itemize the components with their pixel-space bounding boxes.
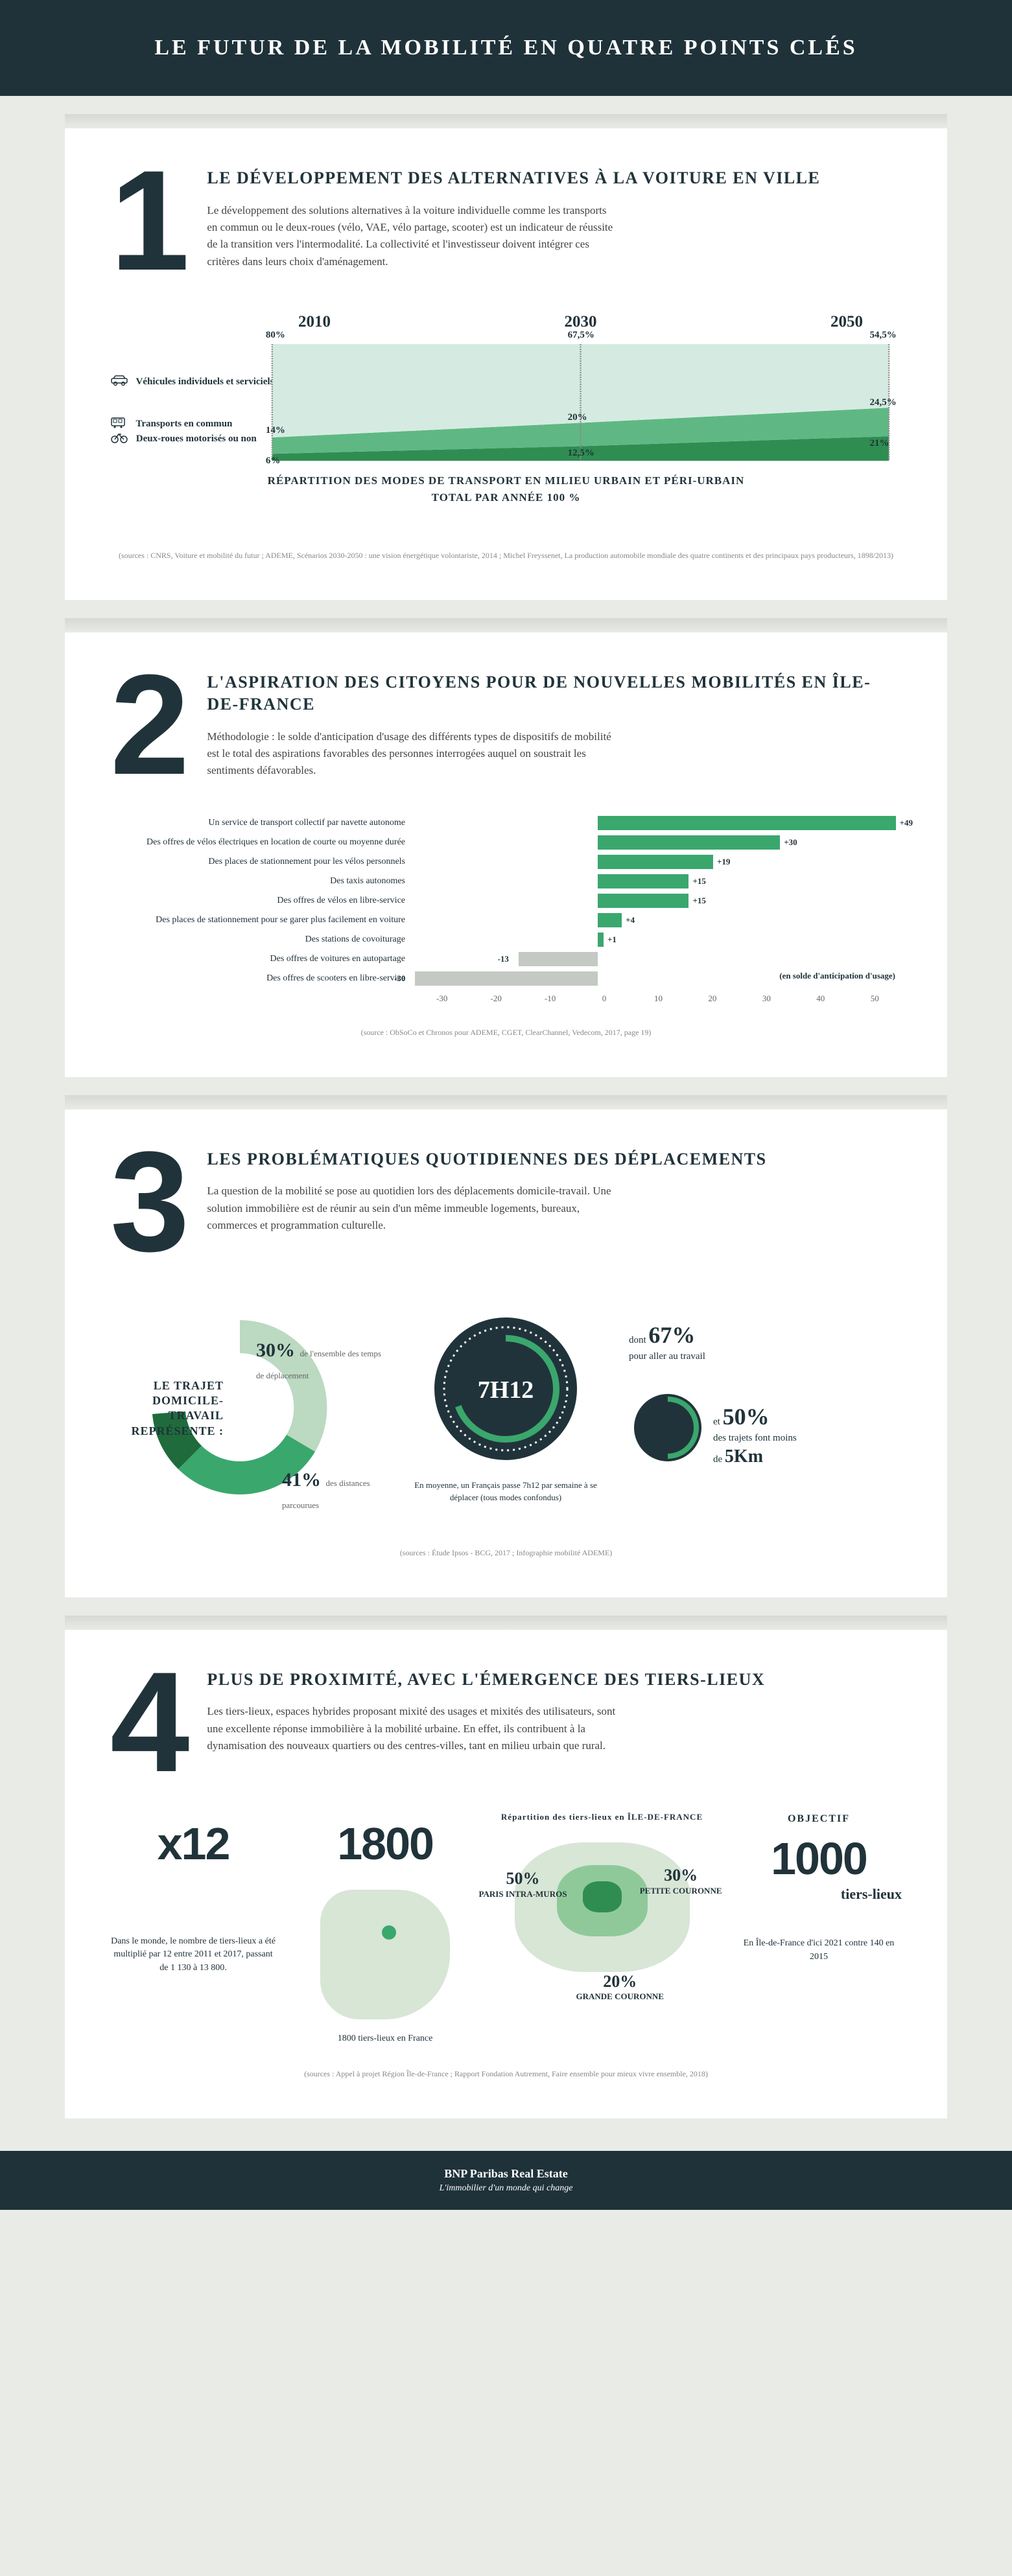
- bar-row: Des taxis autonomes +15: [110, 874, 902, 890]
- bar: [598, 933, 604, 947]
- bar-label: Des offres de voitures en autopartage: [110, 954, 415, 964]
- bar-value: +15: [692, 896, 705, 906]
- axis-note: (en solde d'anticipation d'usage): [779, 971, 895, 981]
- year-label: 2050: [830, 313, 863, 331]
- pct-label: 14%: [266, 425, 285, 436]
- bar-value: +30: [784, 837, 797, 848]
- bar: [598, 835, 781, 850]
- tiers-lieux-france: 1800 1800 tiers-lieux en France: [302, 1811, 468, 2046]
- section-title: PLUS DE PROXIMITÉ, AVEC L'ÉMERGENCE DES …: [110, 1669, 902, 1691]
- section-1: 1 LE DÉVELOPPEMENT DES ALTERNATIVES À LA…: [65, 128, 947, 600]
- bar-label: Des stations de covoiturage: [110, 934, 415, 945]
- bar-label: Des taxis autonomes: [110, 876, 415, 887]
- donut-pct-41: 41% des distances parcourues: [282, 1469, 382, 1513]
- section-number: 4: [110, 1669, 184, 1776]
- bar-row: Des places de stationnement pour les vél…: [110, 854, 902, 870]
- footer-tagline: L'immobilier d'un monde qui change: [0, 2183, 1012, 2194]
- france-map-icon: [320, 1890, 450, 2019]
- bar: [519, 952, 598, 966]
- tiers-lieux-objectif: OBJECTIF 1000 tiers-lieux En Île-de-Fran…: [736, 1811, 902, 1964]
- bar-label: Des places de stationnement pour les vél…: [110, 857, 415, 867]
- bar-value: +19: [717, 857, 730, 867]
- pct-label: 80%: [266, 330, 285, 341]
- bar-row: Des offres de voitures en autopartage -13: [110, 951, 902, 968]
- bar: [598, 874, 689, 888]
- source-text: (source : ObSoCo et Chronos pour ADEME, …: [110, 1027, 902, 1038]
- chart-caption: RÉPARTITION DES MODES DE TRANSPORT EN MI…: [110, 472, 902, 505]
- pct-label: 67,5%: [568, 330, 594, 341]
- pct-label: 24,5%: [869, 397, 896, 408]
- section-body: Méthodologie : le solde d'anticipation d…: [110, 728, 616, 780]
- x-axis: -30-20-1001020304050: [415, 993, 902, 1004]
- source-text: (sources : CNRS, Voiture et mobilité du …: [110, 550, 902, 561]
- pct-label: 12,5%: [568, 448, 594, 459]
- donut-pct-30: 30% de l'ensemble des temps de déplaceme…: [256, 1340, 382, 1384]
- bar-row: Un service de transport collectif par na…: [110, 815, 902, 831]
- bar-value: -13: [498, 954, 509, 964]
- legend-label: Véhicules individuels et serviciels: [135, 377, 274, 387]
- bar: [415, 971, 598, 986]
- bar-value: +15: [692, 876, 705, 887]
- bar-value: +1: [607, 934, 617, 945]
- footer-brand: BNP Paribas Real Estate: [0, 2167, 1012, 2181]
- bar-row: Des offres de vélos en libre-service +15: [110, 893, 902, 909]
- bar-row: Des offres de vélos électriques en locat…: [110, 835, 902, 851]
- bar: [598, 816, 896, 830]
- section-body: Le développement des solutions alternati…: [110, 202, 616, 270]
- bar-label: Des offres de vélos en libre-service: [110, 896, 415, 906]
- commute-donut: LE TRAJET DOMICILE-TRAVAIL REPRÉSENTE : …: [110, 1291, 382, 1524]
- source-text: (sources : Étude Ipsos - BCG, 2017 ; Inf…: [110, 1547, 902, 1559]
- train-icon: [110, 417, 128, 432]
- section-number: 3: [110, 1148, 184, 1255]
- gauge-caption: En moyenne, un Français passe 7h12 par s…: [408, 1479, 603, 1503]
- bar-label: Un service de transport collectif par na…: [110, 818, 415, 828]
- bar-value: +49: [900, 818, 913, 828]
- section-3: 3 LES PROBLÉMATIQUES QUOTIDIENNES DES DÉ…: [65, 1109, 947, 1597]
- gauge-value: 7H12: [408, 1376, 603, 1404]
- section-number: 1: [110, 167, 184, 274]
- anticipation-bar-chart: Un service de transport collectif par na…: [110, 815, 902, 1004]
- legend-label: Deux-roues motorisés ou non: [136, 434, 257, 444]
- source-text: (sources : Appel à projet Région Île-de-…: [110, 2068, 902, 2080]
- legend-label: Transports en commun: [135, 419, 232, 429]
- transport-area-chart: 2010 2030 2050 Véhicules individuels et …: [110, 313, 902, 527]
- bar-row: Des stations de covoiturage +1: [110, 932, 902, 948]
- bar-row: Des places de stationnement pour se gare…: [110, 912, 902, 929]
- section-title: LES PROBLÉMATIQUES QUOTIDIENNES DES DÉPL…: [110, 1148, 902, 1170]
- bar: [598, 855, 713, 869]
- section-body: La question de la mobilité se pose au qu…: [110, 1183, 616, 1234]
- bar-label: Des offres de vélos électriques en locat…: [110, 837, 415, 848]
- pct-label: 20%: [568, 412, 587, 423]
- tiers-lieux-world: x12 Dans le monde, le nombre de tiers-li…: [110, 1811, 276, 1975]
- weekly-travel-gauge: 7H12 En moyenne, un Français passe 7h12 …: [408, 1311, 603, 1503]
- donut-lead: LE TRAJET DOMICILE-TRAVAIL REPRÉSENTE :: [110, 1378, 224, 1439]
- bar-value: +4: [626, 915, 635, 925]
- car-icon: [110, 375, 128, 389]
- pct-label: 54,5%: [869, 330, 896, 341]
- section-4: 4 PLUS DE PROXIMITÉ, AVEC L'ÉMERGENCE DE…: [65, 1630, 947, 2119]
- section-body: Les tiers-lieux, espaces hybrides propos…: [110, 1703, 616, 1754]
- bicycle-icon: [110, 432, 128, 447]
- pct-label: 21%: [869, 438, 889, 449]
- pct-label: 6%: [266, 456, 281, 467]
- section-number: 2: [110, 671, 184, 778]
- year-label: 2030: [565, 313, 597, 331]
- section-title: LE DÉVELOPPEMENT DES ALTERNATIVES À LA V…: [110, 167, 902, 189]
- bar: [598, 913, 622, 927]
- commute-stats: dont 67%pour aller au travail et 50%des …: [629, 1320, 797, 1494]
- page-footer: BNP Paribas Real Estate L'immobilier d'u…: [0, 2151, 1012, 2210]
- page-header: LE FUTUR DE LA MOBILITÉ EN QUATRE POINTS…: [0, 0, 1012, 96]
- bar-label: Des places de stationnement pour se gare…: [110, 915, 415, 925]
- year-label: 2010: [298, 313, 331, 331]
- bar-label: Des offres de scooters en libre-service: [110, 973, 415, 984]
- section-title: L'ASPIRATION DES CITOYENS POUR DE NOUVEL…: [110, 671, 902, 715]
- bar: [598, 894, 689, 908]
- bar-value: -30: [394, 973, 405, 984]
- section-2: 2 L'ASPIRATION DES CITOYENS POUR DE NOUV…: [65, 632, 947, 1077]
- tiers-lieux-idf-map: Répartition des tiers-lieux en ÎLE-DE-FR…: [494, 1811, 710, 1986]
